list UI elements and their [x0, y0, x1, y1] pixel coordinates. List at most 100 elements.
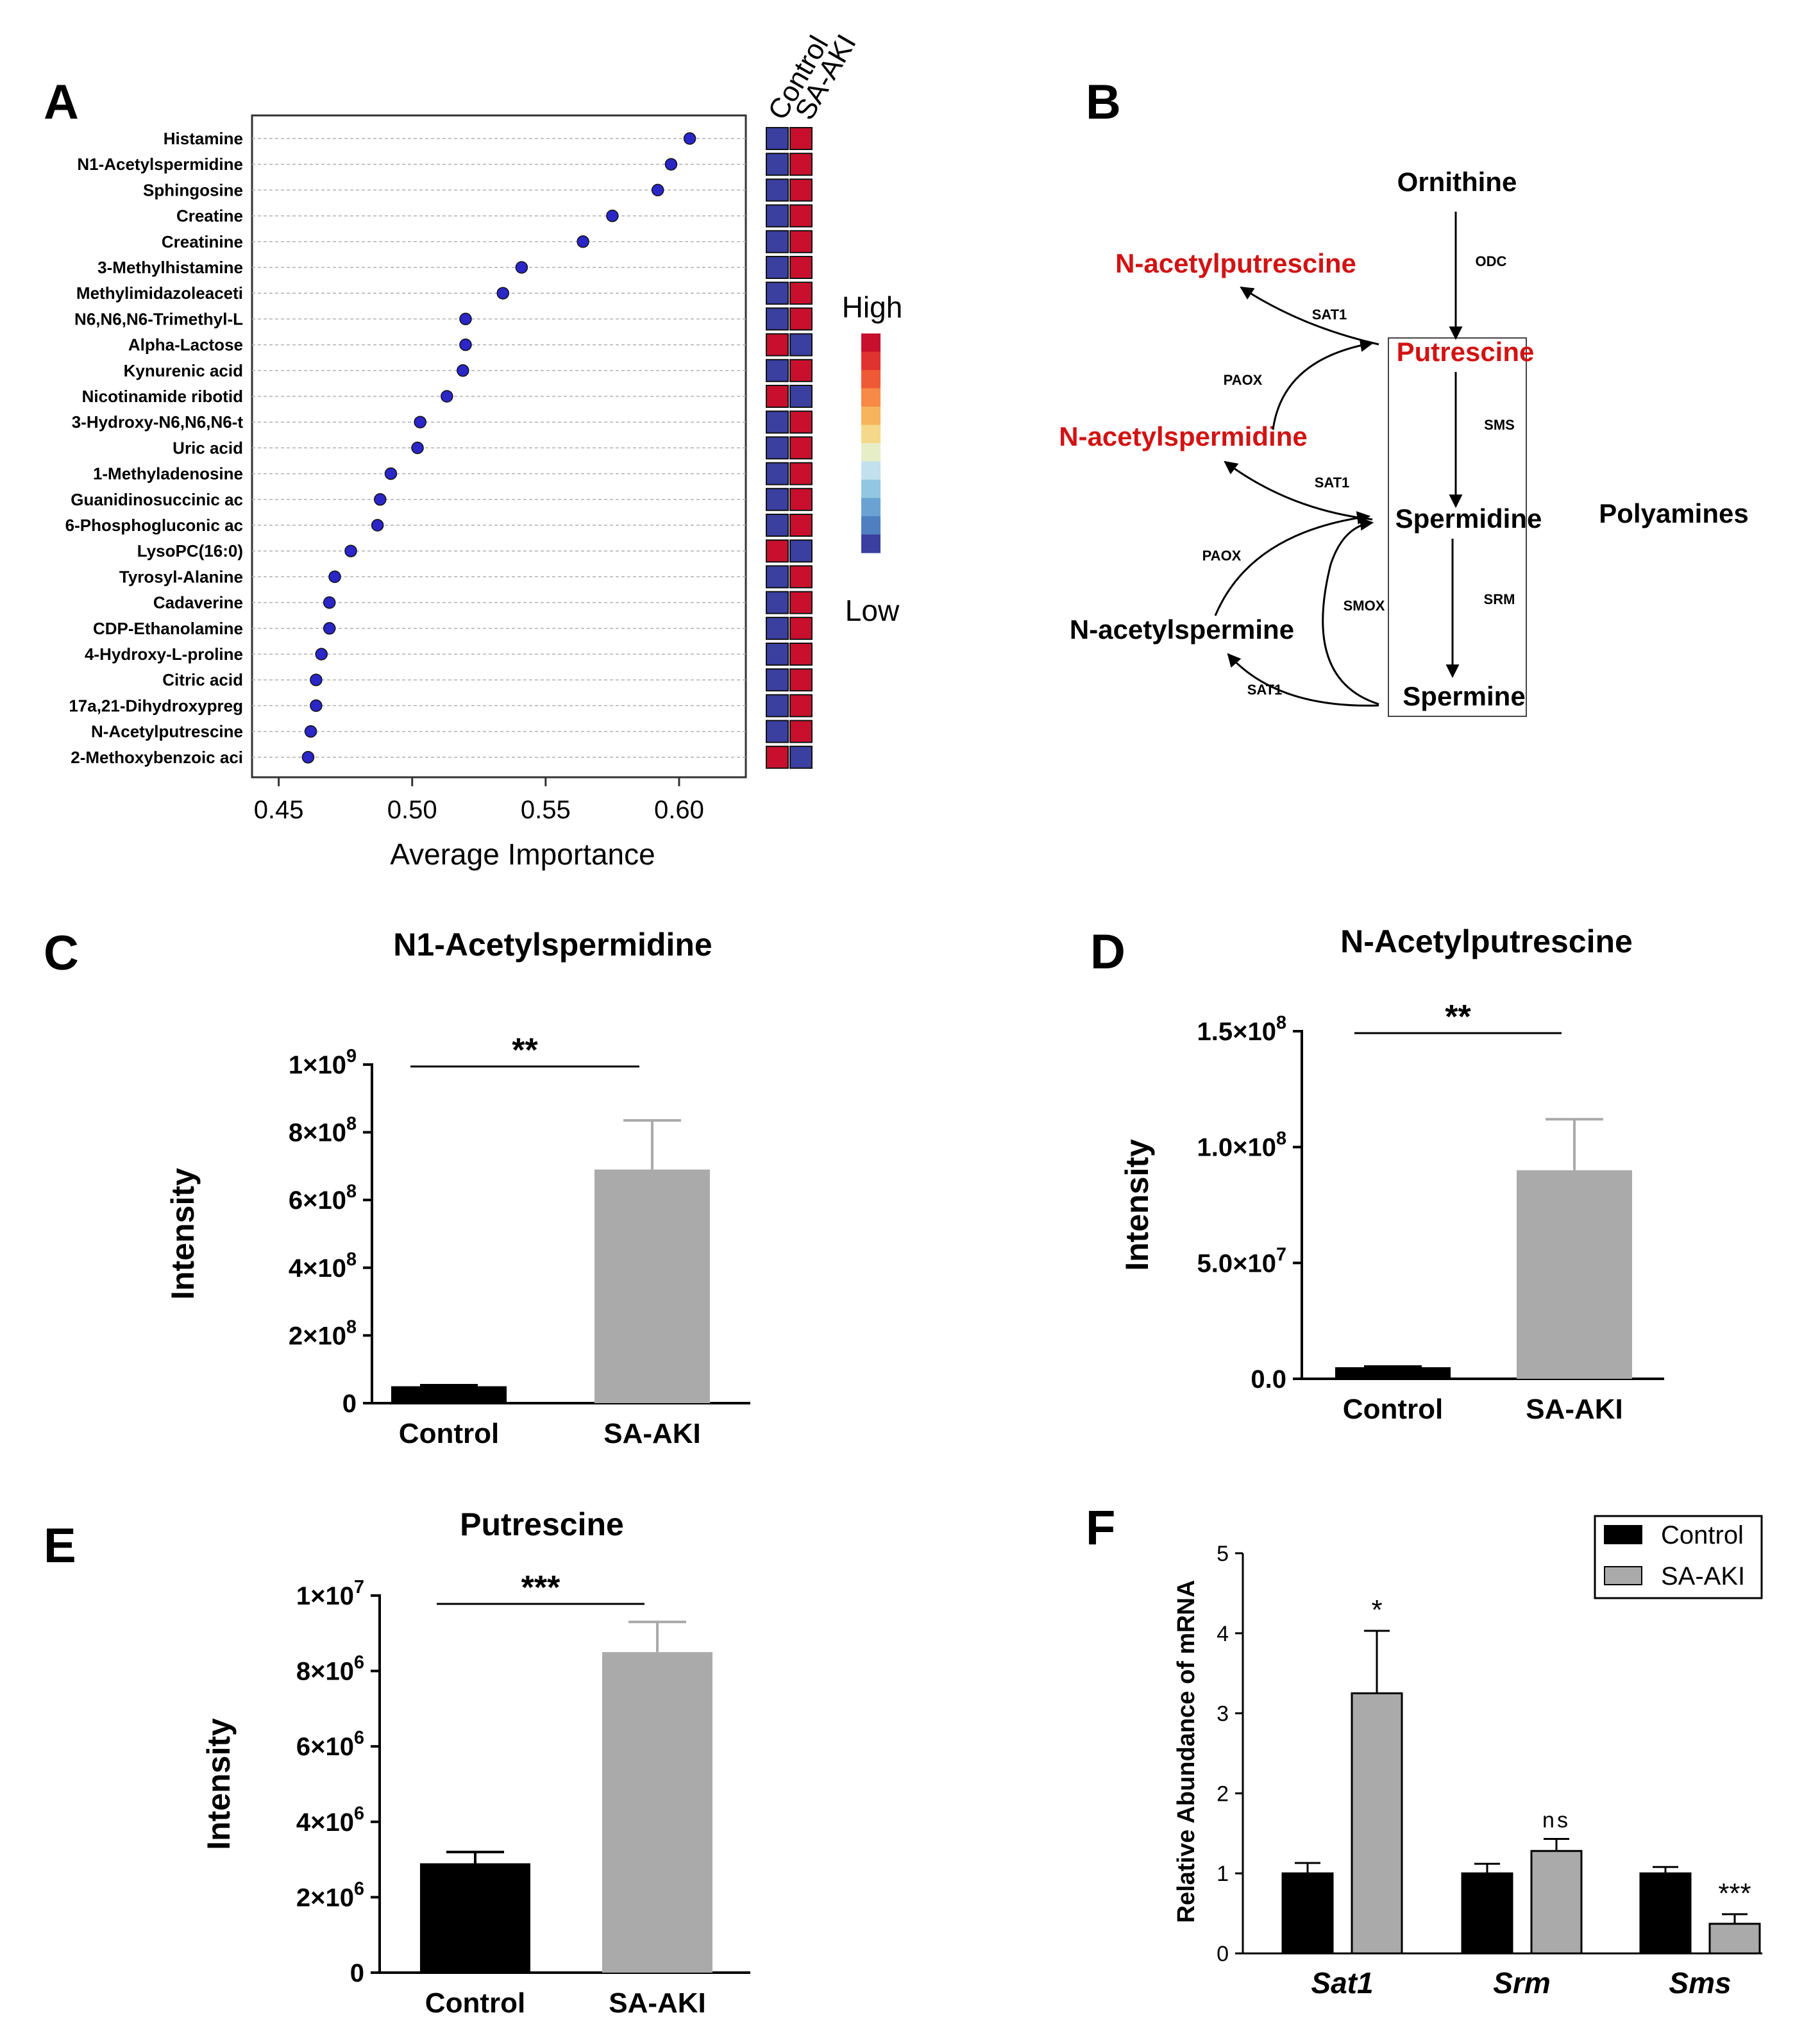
feature-label: 3-Methylhistamine	[97, 258, 243, 277]
panel-e-bar-chart: Putrescine 0 2×106 4×106 6×106 8×106 1×107 Inte…	[201, 1506, 750, 2019]
sat1-spermine-arrow	[1227, 653, 1379, 707]
heatmap-cell	[789, 643, 813, 666]
importance-dot	[310, 673, 323, 686]
heatmap-cell	[789, 178, 813, 202]
heatmap-cell	[766, 591, 789, 614]
color-scale-step	[861, 425, 881, 444]
feature-label: N1-Acetylspermidine	[77, 155, 243, 174]
bar-sa-aki	[1517, 1170, 1632, 1379]
heatmap-cell	[789, 410, 813, 434]
bar-sa-aki	[602, 1652, 712, 1973]
importance-dot	[606, 209, 619, 223]
importance-dot	[411, 441, 424, 455]
category-label: Control	[1343, 1394, 1443, 1425]
heatmap-cell	[766, 358, 789, 382]
panel-b-pathway: Ornithine Putrescine Spermidine Spermine…	[1059, 167, 1749, 717]
bar-control	[1335, 1367, 1451, 1379]
category-label: SA-AKI	[603, 1418, 701, 1449]
y-tick-label: 0	[1217, 1942, 1229, 1966]
chart-title: Putrescine	[460, 1506, 624, 1542]
heatmap-cell	[789, 127, 813, 150]
category-label: SA-AKI	[609, 1987, 706, 2019]
heatmap-cell	[789, 153, 813, 176]
panel-f-grouped-bar-chart: 0 1 2 3 4 5 Relative Abundance of mRNA * Sat1 ns S…	[1173, 1515, 1763, 2000]
feature-label: Tyrosyl-Alanine	[119, 567, 243, 586]
y-tick-label: 1×107	[296, 1577, 364, 1610]
heatmap-cell	[766, 153, 789, 176]
heatmap-cell	[766, 487, 789, 511]
importance-dot	[304, 725, 317, 738]
importance-dot	[374, 493, 387, 506]
importance-dot	[315, 648, 328, 661]
color-scale-step	[861, 333, 881, 352]
importance-dot	[459, 338, 472, 351]
y-tick-label: 4×106	[296, 1803, 364, 1837]
heatmap-cell	[766, 256, 789, 279]
odc-label: ODC	[1476, 253, 1507, 269]
importance-dot	[683, 132, 696, 145]
heatmap-cell	[789, 616, 813, 640]
chart-title: N1-Acetylspermidine	[393, 927, 712, 963]
feature-label: Uric acid	[173, 438, 243, 457]
heatmap-cell	[789, 565, 813, 589]
heatmap-cell	[766, 514, 789, 537]
heatmap-cell	[766, 616, 789, 640]
importance-dot	[323, 622, 336, 635]
y-tick-label: 0	[342, 1390, 357, 1418]
color-scale-step	[861, 351, 881, 371]
importance-dot	[664, 158, 678, 171]
smox-label: SMOX	[1344, 598, 1385, 614]
significance-marker: *	[1371, 1594, 1382, 1626]
importance-dot	[344, 544, 357, 557]
y-axis-title: Intensity	[1119, 1139, 1155, 1271]
y-tick-label: 4×108	[289, 1249, 357, 1283]
heatmap-cell	[789, 230, 813, 253]
feature-label: Sphingosine	[143, 180, 243, 199]
y-tick-label: 2×106	[296, 1878, 364, 1912]
importance-dot	[577, 235, 589, 248]
importance-dot	[328, 570, 341, 584]
x-tick-label: 0.50	[387, 796, 437, 824]
heatmap-cell	[766, 565, 789, 589]
legend-label: SA-AKI	[1661, 1562, 1745, 1590]
panel-letter-c: C	[44, 926, 79, 981]
putrescine-label: Putrescine	[1397, 337, 1535, 367]
n-acetylspermidine-label: N-acetylspermidine	[1059, 421, 1307, 451]
heatmap-cell	[789, 487, 813, 511]
x-tick-label: 0.55	[521, 796, 571, 824]
y-tick-label: 1	[1217, 1862, 1229, 1886]
heatmap-cell	[789, 591, 813, 614]
heatmap-cell	[789, 462, 813, 485]
color-scale-step	[861, 370, 881, 389]
bar-sa-aki	[1708, 1923, 1761, 1955]
panel-letter-f: F	[1086, 1501, 1115, 1555]
color-scale-step	[861, 498, 881, 517]
panel-letter-e: E	[44, 1519, 76, 1573]
heatmap-cell	[789, 256, 813, 279]
category-label: Control	[399, 1418, 499, 1449]
legend-low-label: Low	[845, 594, 900, 627]
heatmap-cell	[789, 539, 813, 563]
heatmap-cell	[766, 720, 789, 743]
importance-dot	[515, 261, 528, 274]
feature-label: Guanidinosuccinic ac	[71, 490, 243, 509]
feature-label: Kynurenic acid	[124, 361, 243, 380]
bar-control	[1639, 1872, 1692, 1955]
color-scale-step	[861, 534, 881, 553]
significance-marker: ns	[1542, 1808, 1571, 1833]
heatmap-cell	[766, 204, 789, 228]
x-tick-label: 0.45	[254, 796, 304, 824]
paox-label-top: PAOX	[1224, 372, 1263, 388]
color-scale-step	[861, 443, 881, 462]
feature-label: Nicotinamide ribotid	[82, 387, 243, 406]
heatmap-cell	[766, 410, 789, 434]
sat1-label-mid: SAT1	[1315, 475, 1350, 491]
heatmap-cell	[766, 127, 789, 150]
category-label: Sat1	[1311, 1966, 1373, 2000]
y-axis-title: Relative Abundance of mRNA	[1173, 1580, 1200, 1923]
heatmap-cell	[789, 745, 813, 769]
paox-label-bottom: PAOX	[1202, 548, 1242, 564]
polyamines-label: Polyamines	[1599, 498, 1748, 528]
heatmap-cell	[766, 539, 789, 563]
bar-sa-aki	[1351, 1692, 1403, 1955]
